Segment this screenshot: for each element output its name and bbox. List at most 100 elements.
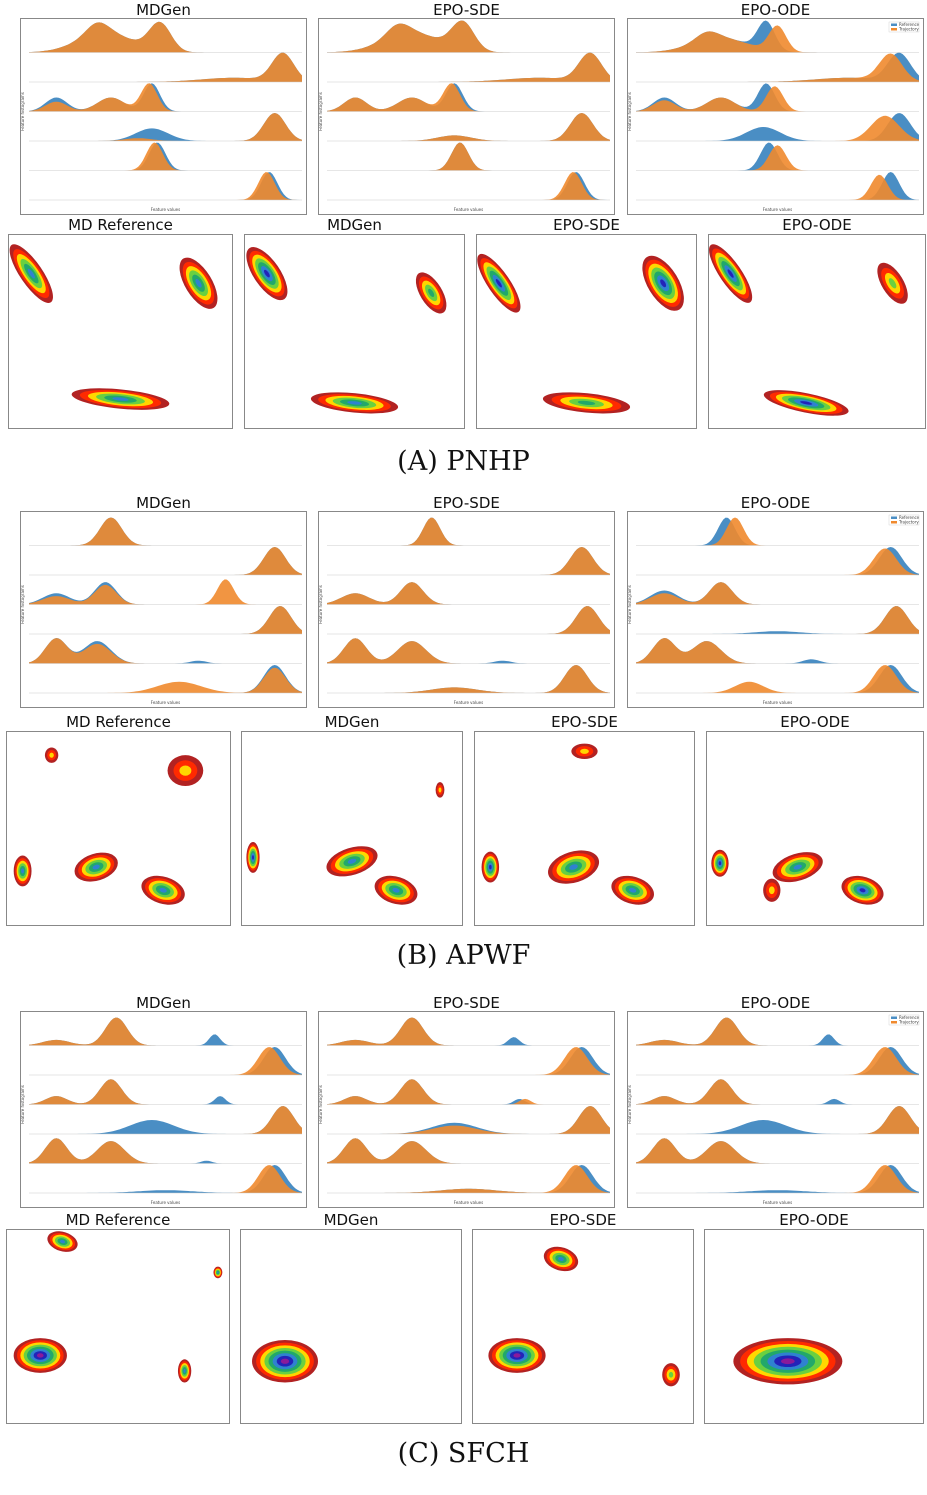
trajectory-density-row xyxy=(636,638,919,664)
ridge-svg: Feature histograms Feature values xyxy=(319,1017,610,1205)
trajectory-density-row xyxy=(327,582,610,605)
trajectory-density-row xyxy=(327,665,610,693)
ridge-svg: Feature histograms Feature values xyxy=(319,517,610,705)
y-axis-label: Feature histograms xyxy=(628,92,632,131)
map-title: MD Reference xyxy=(66,713,171,731)
density-contour xyxy=(49,752,54,758)
density-contour xyxy=(438,787,442,793)
legend-frame xyxy=(888,21,920,33)
trajectory-density-row xyxy=(327,1047,610,1075)
legend-swatch-reference xyxy=(891,23,897,26)
map-title: EPO-SDE xyxy=(549,1211,617,1229)
trajectory-density-row xyxy=(29,1165,302,1193)
density-cluster xyxy=(877,262,908,304)
legend-swatch-trajectory xyxy=(891,1021,897,1024)
ridge-title: EPO-ODE xyxy=(740,1,811,19)
map-title: EPO-ODE xyxy=(780,713,850,731)
trajectory-density-row xyxy=(29,1047,302,1075)
density-contour xyxy=(36,1353,44,1358)
density-map xyxy=(704,1229,924,1424)
ridge-svg: Feature histograms Feature values xyxy=(319,20,610,212)
density-cluster xyxy=(733,1338,843,1385)
density-contour xyxy=(112,397,129,401)
trajectory-density-row xyxy=(636,1106,919,1134)
density-contour xyxy=(558,1256,564,1261)
trajectory-density-row xyxy=(636,174,919,200)
legend-label-trajectory: Trajectory xyxy=(898,520,919,525)
density-map xyxy=(472,1229,694,1424)
x-axis-label: Feature values xyxy=(454,207,483,212)
legend-label-trajectory: Trajectory xyxy=(898,27,919,32)
density-cluster xyxy=(326,846,378,877)
density-contour xyxy=(727,269,734,278)
trajectory-density-row xyxy=(29,1017,302,1046)
density-cluster xyxy=(179,257,218,309)
density-map xyxy=(240,1229,462,1424)
trajectory-density-row xyxy=(327,83,610,112)
trajectory-density-row xyxy=(327,1079,610,1105)
trajectory-density-row xyxy=(29,21,302,53)
map-title: EPO-SDE xyxy=(551,713,618,731)
section-caption: (A) PNHP xyxy=(397,446,530,477)
map-title: EPO-SDE xyxy=(553,216,620,234)
section-caption: (B) APWF xyxy=(396,940,531,971)
density-cluster xyxy=(9,244,53,303)
y-axis-label: Feature histograms xyxy=(319,585,323,624)
trajectory-density-row xyxy=(29,1079,302,1105)
x-axis-label: Feature values xyxy=(763,207,792,212)
trajectory-density-row xyxy=(636,665,919,693)
trajectory-density-row xyxy=(636,1138,919,1164)
reference-density-row xyxy=(29,1106,302,1134)
density-map xyxy=(6,1229,230,1424)
trajectory-density-row xyxy=(636,517,919,546)
density-contour xyxy=(195,278,202,288)
trajectory-density-row xyxy=(29,517,302,546)
map-title: EPO-ODE xyxy=(782,216,852,234)
trajectory-density-row xyxy=(327,172,610,200)
ridge-title: EPO-SDE xyxy=(433,994,500,1012)
density-cluster xyxy=(763,878,781,902)
density-contour xyxy=(800,401,813,405)
density-cluster xyxy=(763,390,849,416)
trajectory-density-row xyxy=(327,142,610,171)
density-contour xyxy=(217,1271,219,1274)
legend-label-reference: Reference xyxy=(899,22,920,27)
density-cluster xyxy=(548,850,600,884)
density-cluster xyxy=(47,1231,78,1252)
reference-density-row xyxy=(327,517,610,546)
density-cluster xyxy=(310,392,399,414)
ridge-svg: Feature histograms Feature values xyxy=(21,21,302,212)
trajectory-density-row xyxy=(636,1165,919,1193)
density-contour xyxy=(660,279,667,288)
density-svg xyxy=(477,253,684,414)
y-axis-label: Feature histograms xyxy=(628,585,632,624)
legend-swatch-reference xyxy=(891,1016,897,1019)
density-cluster xyxy=(213,1266,223,1279)
ridge-title: EPO-SDE xyxy=(433,1,500,19)
trajectory-density-row xyxy=(636,25,919,53)
ridge-svg: Feature histograms Feature values Referenc… xyxy=(628,514,920,705)
legend-frame xyxy=(888,514,920,526)
density-svg xyxy=(488,1246,680,1387)
trajectory-density-row xyxy=(29,83,302,112)
trajectory-density-row xyxy=(29,172,302,200)
density-map xyxy=(708,234,926,429)
density-contour xyxy=(580,748,589,754)
trajectory-density-row xyxy=(327,1106,610,1134)
density-map xyxy=(244,234,465,429)
density-cluster xyxy=(711,849,729,877)
trajectory-density-row xyxy=(327,20,610,53)
density-contour xyxy=(92,864,100,870)
trajectory-density-row xyxy=(29,638,302,664)
density-map xyxy=(6,731,231,926)
trajectory-density-row xyxy=(636,145,919,171)
y-axis-label: Feature histograms xyxy=(21,1085,25,1124)
trajectory-density-row xyxy=(636,53,919,82)
legend-swatch-reference xyxy=(891,516,897,519)
density-svg xyxy=(709,244,908,416)
reference-density-row xyxy=(636,517,919,546)
density-map xyxy=(474,731,695,926)
legend-label-reference: Reference xyxy=(899,1015,920,1020)
reference-density-row xyxy=(636,1017,919,1046)
